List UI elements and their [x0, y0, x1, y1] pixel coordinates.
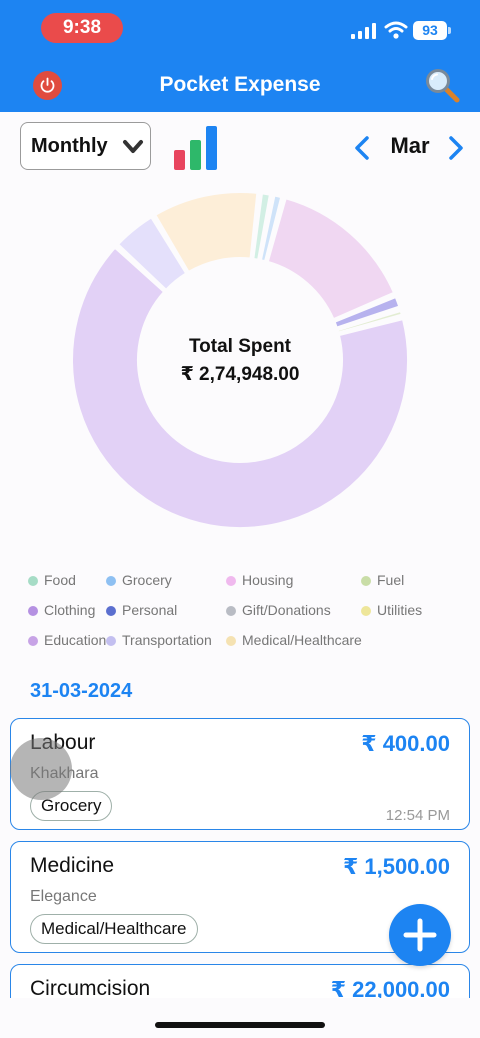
- donut-slice-grocery[interactable]: [259, 194, 283, 263]
- legend-dot: [106, 576, 116, 586]
- search-icon[interactable]: [424, 67, 460, 103]
- status-time: 9:38: [41, 13, 123, 43]
- legend-item: Utilities: [361, 602, 422, 618]
- page-title: Pocket Expense: [159, 73, 321, 96]
- home-indicator[interactable]: [155, 1022, 325, 1028]
- legend-item: Food: [28, 572, 76, 588]
- signal-icon: [351, 23, 377, 39]
- battery-tip: [448, 27, 451, 34]
- legend-item: Education: [28, 632, 106, 648]
- donut-slice-transportation[interactable]: [333, 296, 401, 329]
- legend-item: Grocery: [106, 572, 172, 588]
- legend-item: Gift/Donations: [226, 602, 331, 618]
- add-expense-button[interactable]: [389, 904, 451, 966]
- expense-amount: ₹ 22,000.00: [330, 977, 450, 1002]
- legend-item: Clothing: [28, 602, 95, 618]
- legend-label: Transportation: [122, 632, 212, 648]
- legend-item: Medical/Healthcare: [226, 632, 362, 648]
- wifi-icon: [384, 21, 408, 39]
- donut-slice-personal[interactable]: [117, 216, 188, 291]
- expense-card[interactable]: Labour ₹ 400.00 Khakhara Grocery 12:54 P…: [10, 718, 470, 830]
- expense-amount: ₹ 400.00: [361, 731, 450, 756]
- donut-slice-clothing[interactable]: [71, 246, 409, 529]
- legend-dot: [28, 576, 38, 586]
- expense-time: 12:54 PM: [385, 807, 450, 824]
- legend-dot: [226, 636, 236, 646]
- period-select-label: Monthly: [31, 135, 108, 157]
- donut-slice-fuel[interactable]: [336, 309, 403, 334]
- legend-label: Personal: [122, 602, 178, 618]
- legend-label: Utilities: [377, 602, 423, 618]
- date-header: 31-03-2024: [30, 680, 133, 702]
- legend-label: Medical/Healthcare: [242, 632, 362, 648]
- category-tag: Medical/Healthcare: [30, 914, 198, 944]
- legend-label: Grocery: [122, 572, 172, 588]
- expense-name: Medicine: [30, 854, 115, 877]
- legend-label: Fuel: [377, 572, 405, 588]
- donut-slice-medical-healthcare[interactable]: [154, 191, 259, 273]
- plus-icon: [403, 918, 437, 952]
- legend-dot: [226, 576, 236, 586]
- legend-dot: [28, 606, 38, 616]
- legend-dot: [106, 606, 116, 616]
- donut-slice-housing[interactable]: [266, 197, 395, 321]
- legend-item: Personal: [106, 602, 177, 618]
- chevron-right-icon[interactable]: [445, 134, 467, 162]
- chevron-left-icon[interactable]: [351, 134, 373, 162]
- legend-dot: [28, 636, 38, 646]
- bottom-area: [0, 998, 480, 1038]
- chevron-down-icon: [123, 140, 143, 153]
- donut-center-label: Total Spent: [188, 336, 292, 357]
- expense-amount: ₹ 1,500.00: [342, 854, 450, 879]
- expense-vendor: Elegance: [30, 888, 97, 905]
- legend-item: Housing: [226, 572, 293, 588]
- donut-center-value: ₹ 2,74,948.00: [180, 364, 300, 385]
- battery-indicator: 93: [413, 21, 447, 40]
- legend-label: Education: [44, 632, 107, 648]
- legend-label: Gift/Donations: [242, 602, 331, 618]
- legend-dot: [361, 606, 371, 616]
- legend-label: Food: [44, 572, 76, 588]
- legend-item: Transportation: [106, 632, 212, 648]
- legend-item: Fuel: [361, 572, 404, 588]
- current-month: Mar: [390, 133, 430, 158]
- period-select[interactable]: Monthly: [20, 122, 151, 170]
- legend-label: Housing: [242, 572, 294, 588]
- touch-indicator: [10, 738, 72, 800]
- legend-label: Clothing: [44, 602, 96, 618]
- power-icon[interactable]: [33, 71, 62, 100]
- legend-dot: [106, 636, 116, 646]
- expense-donut-chart: [71, 191, 409, 529]
- legend-dot: [226, 606, 236, 616]
- bar-chart-icon[interactable]: [173, 124, 219, 170]
- donut-slice-food[interactable]: [252, 192, 271, 261]
- legend-dot: [361, 576, 371, 586]
- expense-name: Circumcision: [30, 977, 151, 1000]
